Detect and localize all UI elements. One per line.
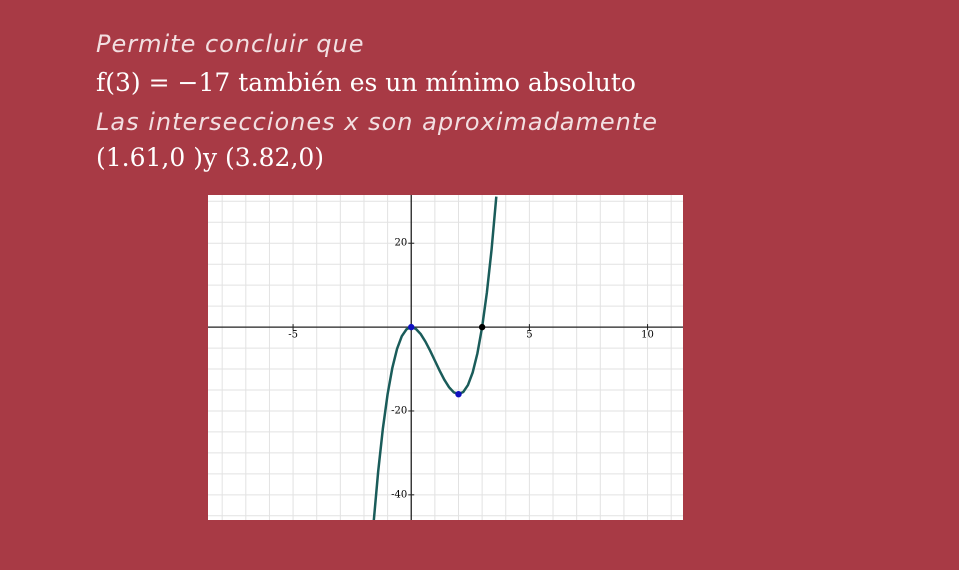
text-line: f(3) = −17 también es un mínimo absoluto: [96, 68, 636, 97]
x-tick-label: -5: [288, 330, 298, 341]
text-line: Las intersecciones x son aproximadamente: [96, 108, 659, 136]
x-tick-label: 10: [641, 330, 654, 341]
point: [408, 323, 415, 331]
y-tick-label: -40: [391, 489, 407, 500]
function-curve: [372, 196, 498, 520]
y-tick-label: -20: [391, 405, 407, 416]
text-line: Permite concluir que: [96, 30, 365, 58]
y-tick-label: 20: [394, 238, 407, 249]
plot: -5 5 10 -40 -20 20: [208, 195, 683, 520]
point: [478, 323, 486, 331]
curve-group: [372, 196, 498, 520]
point: [455, 390, 462, 398]
plot-background: [208, 195, 683, 520]
text-line: (1.61,0 )y (3.82,0): [96, 143, 325, 172]
x-tick-label: 5: [526, 330, 532, 341]
